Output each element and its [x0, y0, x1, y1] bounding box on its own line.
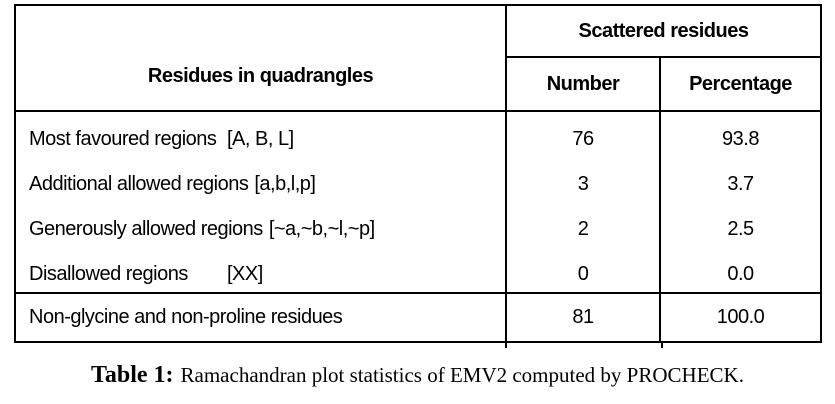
- row-total-label: Non-glycine and non-proline residues: [16, 292, 507, 341]
- header-number: Number: [507, 58, 661, 112]
- header-residues-label: Residues in quadrangles: [147, 65, 374, 87]
- row-most-favoured-number: 76: [507, 112, 661, 157]
- row-additional-allowed-number: 3: [507, 157, 661, 202]
- row-most-favoured-percentage: 93.8: [722, 128, 759, 150]
- region-name: Most favoured regions: [29, 128, 217, 150]
- row-generously-allowed-percentage: 2.5: [727, 218, 754, 240]
- row-disallowed-number: 0: [507, 247, 661, 292]
- row-disallowed-label: Disallowed regions [XX]: [16, 247, 507, 292]
- header-scattered-residues: Scattered residues: [507, 6, 820, 58]
- region-name: Disallowed regions: [29, 263, 188, 285]
- region-code: [XX]: [227, 263, 263, 285]
- row-disallowed-percentage: 0.0: [727, 263, 754, 285]
- region-code: [A, B, L]: [227, 128, 294, 150]
- region-code: [~a,~b,~l,~p]: [268, 218, 375, 240]
- column-rule-stub: [661, 343, 663, 348]
- column-rule-stub: [505, 343, 507, 348]
- caption-label: Table 1:: [91, 362, 174, 388]
- caption-text: Ramachandran plot statistics of EMV2 com…: [180, 363, 744, 387]
- ramachandran-statistics-table: Residues in quadrangles Scattered residu…: [14, 4, 822, 343]
- row-generously-allowed-number: 2: [507, 202, 661, 247]
- header-scattered-label: Scattered residues: [578, 19, 749, 42]
- header-residues-in-quadrangles: Residues in quadrangles: [16, 6, 507, 112]
- row-most-favoured-label: Most favoured regions [A, B, L]: [16, 112, 507, 157]
- region-name: Additional allowed regions: [29, 173, 249, 195]
- header-percentage: Percentage: [661, 58, 820, 112]
- header-number-label: Number: [546, 72, 620, 95]
- total-name: Non-glycine and non-proline residues: [29, 306, 343, 328]
- row-additional-allowed-label: Additional allowed regions [a,b,l,p]: [16, 157, 507, 202]
- header-percentage-label: Percentage: [689, 72, 792, 95]
- row-total-number: 81: [507, 292, 661, 341]
- region-code: [a,b,l,p]: [254, 173, 316, 195]
- region-name: Generously allowed regions: [29, 218, 263, 240]
- row-generously-allowed-label: Generously allowed regions [~a,~b,~l,~p]: [16, 202, 507, 247]
- row-total-percentage: 100.0: [661, 292, 820, 341]
- table-caption: Table 1: Ramachandran plot statistics of …: [0, 362, 835, 389]
- row-additional-allowed-percentage: 3.7: [727, 173, 754, 195]
